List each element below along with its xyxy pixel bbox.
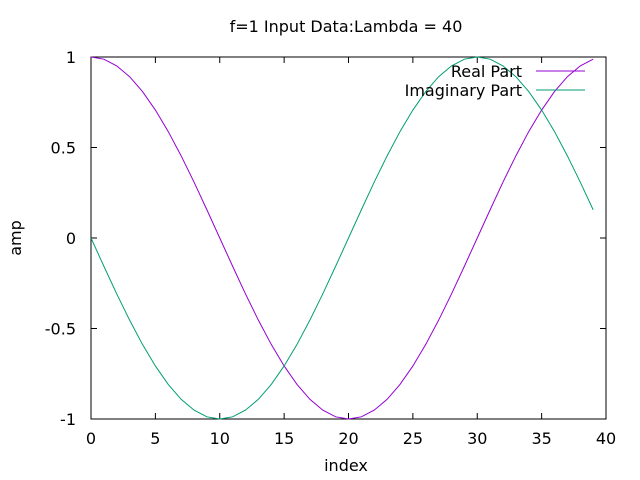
- ticks-layer: 0 5 10 15 20 25 30 35 40 -1 -0.5 0 0.5 1: [45, 48, 616, 448]
- x-tick-label: 35: [531, 429, 551, 448]
- series-layer: [90, 56, 594, 420]
- x-tick-label: 10: [210, 429, 230, 448]
- x-tick-label: 15: [274, 429, 294, 448]
- x-tick-label: 30: [467, 429, 487, 448]
- x-tick-label: 0: [86, 429, 96, 448]
- series-line-real-part: [90, 56, 594, 420]
- y-axis-label: amp: [6, 220, 25, 256]
- y-tick-label: -0.5: [45, 320, 76, 339]
- y-tick-label: -1: [60, 410, 76, 429]
- y-tick-label: 1: [66, 48, 76, 67]
- legend-label-real-part: Real Part: [451, 62, 522, 81]
- series-line-imaginary-part: [90, 56, 594, 420]
- y-tick-label: 0.5: [51, 139, 76, 158]
- y-tick-label: 0: [66, 229, 76, 248]
- x-tick-label: 5: [150, 429, 160, 448]
- x-tick-label: 40: [596, 429, 616, 448]
- x-tick-label: 25: [403, 429, 423, 448]
- chart-title: f=1 Input Data:Lambda = 40: [230, 17, 463, 36]
- x-tick-label: 20: [338, 429, 358, 448]
- legend-label-imaginary-part: Imaginary Part: [405, 81, 522, 100]
- x-axis-label: index: [324, 456, 368, 475]
